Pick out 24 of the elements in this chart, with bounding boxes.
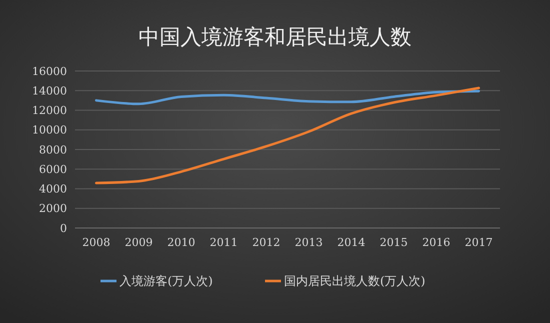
legend-label: 国内居民出境人数(万人次)	[284, 274, 426, 288]
x-tick-label: 2013	[294, 236, 323, 249]
x-tick-label: 2015	[380, 236, 408, 249]
y-tick-label: 2000	[39, 202, 67, 216]
legend-label: 入境游客(万人次)	[120, 274, 213, 288]
x-tick-label: 2012	[252, 236, 280, 249]
line-series	[95, 90, 480, 106]
chart-title: 中国入境游客和居民出境人数	[138, 25, 412, 49]
y-tick-label: 0	[60, 222, 67, 235]
x-tick-label: 2010	[167, 236, 196, 249]
y-tick-label: 8000	[39, 143, 67, 156]
line-series	[95, 86, 480, 184]
y-tick-label: 14000	[32, 84, 67, 98]
x-tick-label: 2016	[422, 236, 450, 249]
y-tick-label: 10000	[32, 124, 67, 137]
y-tick-label: 4000	[39, 182, 67, 196]
x-tick-label: 2009	[124, 236, 153, 249]
y-tick-label: 6000	[39, 162, 67, 176]
x-tick-label: 2011	[210, 236, 238, 249]
y-tick-label: 12000	[32, 104, 67, 118]
x-tick-label: 2014	[337, 236, 366, 249]
y-tick-label: 16000	[32, 64, 67, 78]
x-tick-label: 2008	[82, 236, 110, 249]
x-tick-label: 2017	[464, 236, 493, 249]
